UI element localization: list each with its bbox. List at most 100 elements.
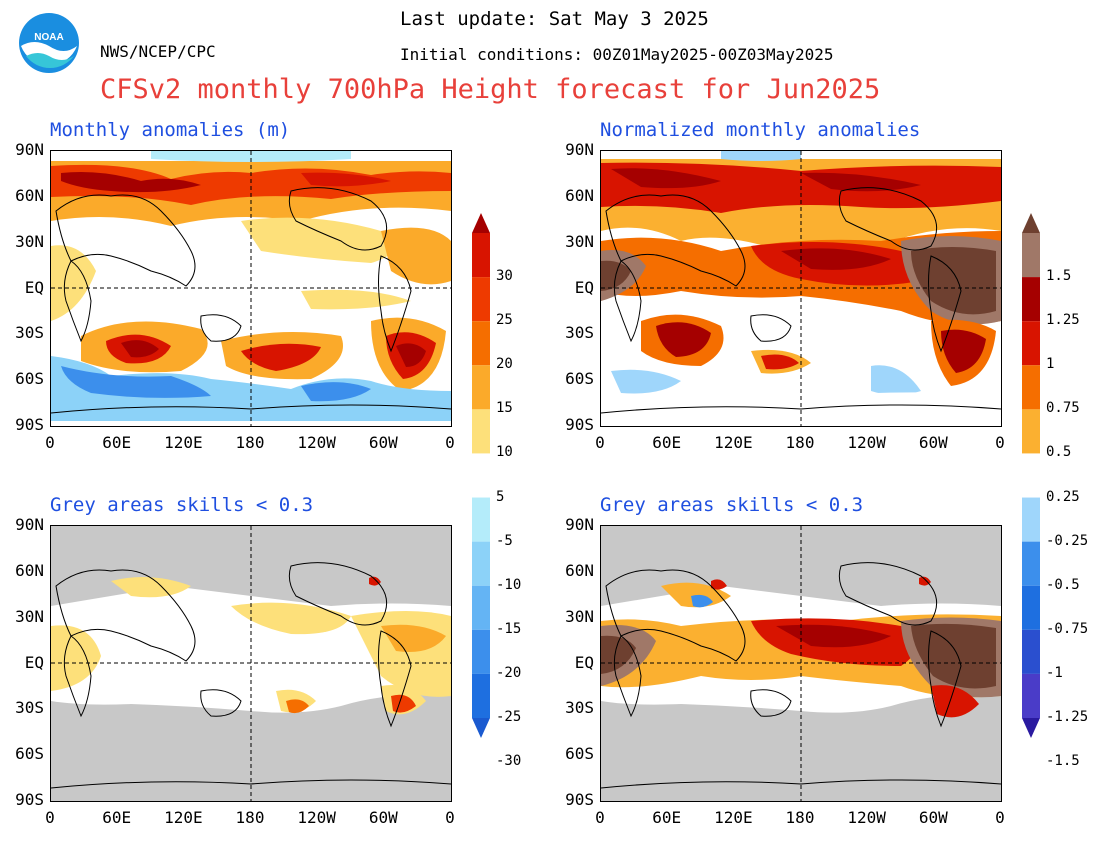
lon-tick-label: 60W [368, 433, 398, 452]
colorbar-label: -15 [496, 620, 522, 637]
colorbar-segment [472, 629, 490, 674]
lon-tick-label: 60E [652, 808, 682, 827]
colorbar-segment [472, 213, 490, 233]
colorbar-segment [472, 585, 490, 630]
lat-tick-label: 90N [15, 515, 44, 534]
lat-tick-label: EQ [574, 277, 594, 297]
colorbar-label: -25 [496, 709, 522, 725]
colorbar-label: 1.25 [1046, 312, 1080, 329]
map-panel-normalized [600, 150, 1002, 427]
lat-tick-label: 90S [15, 415, 44, 434]
lat-tick-label: 30N [565, 606, 594, 626]
panel-subtitle-br: Grey areas skills < 0.3 [600, 494, 864, 516]
colorbar-normalized [1022, 213, 1040, 738]
map-panel-skill-masked-anomalies [50, 525, 452, 802]
lat-tick-label: 90S [15, 790, 44, 809]
panel-subtitle-tl: Monthly anomalies (m) [50, 119, 291, 141]
lon-tick-label: 120E [164, 808, 203, 827]
lon-tick-label: 120E [714, 808, 753, 827]
lon-tick-label: 60W [918, 433, 948, 452]
lat-tick-label: 60N [565, 560, 594, 580]
lat-tick-label: EQ [574, 652, 594, 672]
lon-tick-label: 0 [445, 808, 455, 827]
colorbar-label: -1.5 [1046, 753, 1080, 770]
lon-tick-label: 0 [45, 433, 55, 452]
map-panel-skill-masked-normalized [600, 525, 1002, 802]
lat-tick-label: 60N [15, 185, 44, 205]
lon-tick-label: 180 [785, 808, 815, 827]
lon-tick-label: 180 [235, 433, 265, 452]
colorbar-segment [472, 453, 490, 498]
lon-tick-label: 60E [102, 808, 132, 827]
colorbar-segment [1022, 321, 1040, 366]
lat-tick-label: 30S [565, 698, 594, 718]
lat-tick-label: 30S [15, 323, 44, 343]
colorbar-label: 0.5 [1046, 444, 1072, 461]
lon-tick-label: 60W [918, 808, 948, 827]
colorbar-segment [1022, 409, 1040, 454]
lon-tick-label: 120E [714, 433, 753, 452]
lon-tick-label: 0 [595, 433, 605, 452]
lon-tick-label: 60E [652, 433, 682, 452]
lon-tick-label: 120W [297, 433, 336, 452]
colorbar-segment [1022, 718, 1040, 738]
svg-text:NOAA: NOAA [34, 32, 63, 43]
lon-tick-label: 120E [164, 433, 203, 452]
colorbar-segment [472, 365, 490, 410]
lat-tick-label: 30N [15, 231, 44, 251]
lat-tick-label: 60S [565, 744, 594, 764]
colorbar-label: -5 [496, 532, 513, 549]
lon-tick-label: 0 [45, 808, 55, 827]
lon-tick-label: 180 [235, 808, 265, 827]
colorbar-label: 0.75 [1046, 400, 1080, 417]
colorbar-label: -1.25 [1046, 709, 1089, 725]
colorbar-label: 15 [496, 400, 513, 417]
lon-tick-label: 0 [445, 433, 455, 452]
colorbar-segment [1022, 233, 1040, 278]
colorbar-label: 25 [496, 312, 513, 329]
lat-tick-label: 60N [565, 185, 594, 205]
noaa-logo: NOAA [18, 12, 80, 74]
lat-tick-label: EQ [24, 277, 44, 297]
colorbar-label: -20 [496, 664, 522, 681]
lat-tick-label: 60N [15, 560, 44, 580]
last-update: Last update: Sat May 3 2025 [400, 8, 709, 30]
lon-tick-label: 60W [368, 808, 398, 827]
colorbar-label: 20 [496, 356, 513, 373]
colorbar-label: 30 [496, 268, 513, 285]
lat-tick-label: 90N [15, 140, 44, 159]
map-panel-anomalies [50, 150, 452, 427]
lat-tick-label: 90N [565, 140, 594, 159]
lat-tick-label: 30N [565, 231, 594, 251]
colorbar-label: 1.5 [1046, 268, 1072, 285]
lon-tick-label: 120W [847, 808, 886, 827]
colorbar-segment [1022, 277, 1040, 322]
colorbar-segment [472, 541, 490, 586]
lon-tick-label: 120W [847, 433, 886, 452]
lat-tick-label: 60S [15, 369, 44, 389]
colorbar-segment [472, 497, 490, 542]
colorbar-segment [1022, 673, 1040, 718]
colorbar-segment [1022, 585, 1040, 630]
colorbar-segment [1022, 541, 1040, 586]
lat-tick-label: 30S [565, 323, 594, 343]
initial-conditions: Initial conditions: 00Z01May2025-00Z03Ma… [400, 45, 834, 64]
lat-tick-label: 30N [15, 606, 44, 626]
lat-tick-label: 90S [565, 415, 594, 434]
colorbar-label: -0.25 [1046, 532, 1089, 549]
lat-tick-label: 90N [565, 515, 594, 534]
colorbar-segment [472, 409, 490, 454]
lat-tick-label: 60S [15, 744, 44, 764]
colorbar-label: -0.75 [1046, 620, 1089, 637]
page-title: CFSv2 monthly 700hPa Height forecast for… [100, 74, 881, 105]
lat-tick-label: 30S [15, 698, 44, 718]
colorbar-label: 1 [1046, 356, 1055, 373]
lon-tick-label: 120W [297, 808, 336, 827]
colorbar-segment [1022, 453, 1040, 498]
colorbar-segment [1022, 497, 1040, 542]
colorbar-segment [1022, 629, 1040, 674]
colorbar-segment [472, 321, 490, 366]
lat-tick-label: EQ [24, 652, 44, 672]
panel-subtitle-bl: Grey areas skills < 0.3 [50, 494, 314, 516]
lon-tick-label: 60E [102, 433, 132, 452]
